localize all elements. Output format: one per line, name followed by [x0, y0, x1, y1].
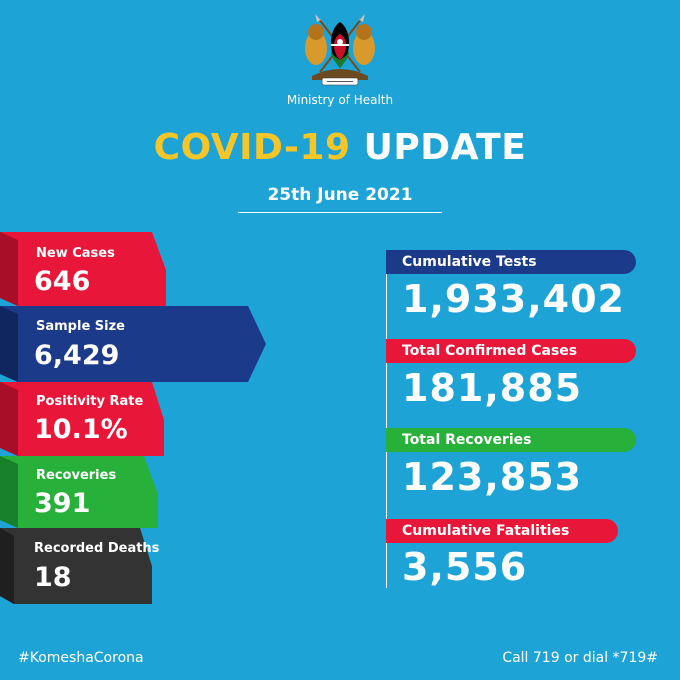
cumulative-tests-pill: [386, 250, 636, 274]
positivity-rate-value: 10.1%: [34, 414, 128, 445]
total-confirmed-pill: [386, 339, 636, 363]
page-title: COVID-19 UPDATE: [0, 127, 680, 168]
recoveries-label: Recoveries: [36, 468, 117, 483]
cumulative-tests-value: 1,933,402: [402, 277, 625, 321]
positivity-rate-label: Positivity Rate: [36, 394, 144, 409]
hotline-text: Call 719 or dial *719#: [502, 650, 658, 666]
title-update: UPDATE: [363, 127, 527, 168]
coat-of-arms-icon: [305, 14, 375, 86]
ministry-name: Ministry of Health: [286, 93, 394, 107]
total-confirmed-label: Total Confirmed Cases: [402, 343, 578, 359]
sample-size-label: Sample Size: [36, 319, 125, 334]
recorded-deaths-label: Recorded Deaths: [34, 541, 160, 556]
total-confirmed-value: 181,885: [402, 366, 583, 410]
hashtag: #KomeshaCorona: [18, 650, 144, 666]
date-underline: [238, 212, 442, 213]
total-recoveries-value: 123,853: [402, 455, 583, 499]
new-cases-label: New Cases: [36, 246, 115, 261]
cumulative-fatalities-label: Cumulative Fatalities: [402, 523, 570, 539]
new-cases-ribbon-shape: [0, 232, 166, 306]
update-date: 25th June 2021: [267, 185, 413, 205]
sample-size-ribbon-shape: [0, 306, 266, 382]
title-covid: COVID-19: [153, 127, 351, 168]
cumulative-tests-label: Cumulative Tests: [402, 254, 537, 270]
total-recoveries-label: Total Recoveries: [402, 432, 532, 448]
total-recoveries-pill: [386, 428, 636, 452]
sample-size-value: 6,429: [34, 340, 120, 371]
positivity-rate-ribbon-shape: [0, 382, 164, 456]
new-cases-value: 646: [34, 266, 91, 297]
cumulative-divider: [386, 258, 387, 588]
cumulative-fatalities-pill: [386, 519, 618, 543]
cumulative-fatalities-value: 3,556: [402, 545, 528, 589]
recorded-deaths-value: 18: [34, 562, 72, 593]
recorded-deaths-ribbon-shape: [0, 528, 152, 604]
recoveries-value: 391: [34, 488, 91, 519]
recoveries-ribbon-shape: [0, 456, 158, 528]
